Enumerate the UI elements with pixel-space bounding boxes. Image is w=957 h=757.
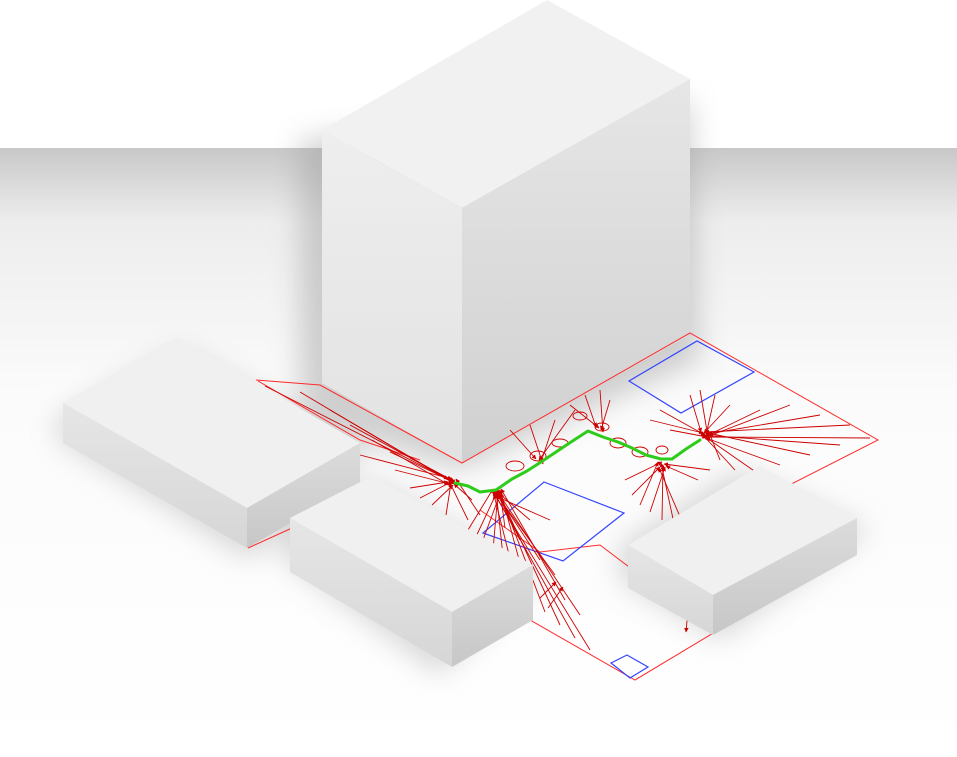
vector-arrow xyxy=(584,394,597,428)
vector-arrow xyxy=(701,433,736,471)
vector-arrow xyxy=(659,409,706,436)
block-right-side xyxy=(713,518,857,635)
vector-arrow xyxy=(539,581,557,599)
vector-arrow xyxy=(394,469,451,486)
vector-arrow xyxy=(496,488,561,626)
vector-arrow xyxy=(498,490,546,613)
vector-arrow xyxy=(540,419,556,463)
vector-arrow xyxy=(639,461,659,506)
building-block-center xyxy=(290,476,533,667)
vector-arrow xyxy=(445,482,453,516)
vector-arrow xyxy=(467,488,494,531)
building-tower xyxy=(322,0,690,463)
tower-right-face xyxy=(462,79,690,463)
vector-arrow xyxy=(704,424,851,435)
vector-arrow xyxy=(704,394,716,436)
block-right-front xyxy=(628,545,713,635)
vector-arrow xyxy=(359,454,453,481)
vector-arrow xyxy=(389,451,457,484)
block-center-side xyxy=(452,565,533,667)
vector-arrow xyxy=(448,480,469,521)
vector-arrow xyxy=(494,489,531,521)
vector-arrow xyxy=(708,431,721,461)
tower-left-face xyxy=(322,130,462,463)
vector-arrow xyxy=(431,484,454,506)
building-block-right xyxy=(628,466,857,635)
vector-arrow xyxy=(497,494,521,541)
vector-arrow xyxy=(264,385,449,480)
building-block-left xyxy=(63,337,360,548)
vector-arrow xyxy=(493,490,556,576)
vector-field-arrows xyxy=(264,385,871,651)
block-left-side xyxy=(247,443,360,548)
vector-arrow xyxy=(492,494,551,521)
vector-arrow xyxy=(707,431,811,456)
vector-arrow xyxy=(669,429,708,439)
vector-arrow xyxy=(703,404,731,434)
vector-arrow xyxy=(371,439,450,486)
zone-bottom xyxy=(609,654,650,679)
zone-top-right xyxy=(627,340,756,414)
vector-arrow xyxy=(665,465,699,481)
block-left-top xyxy=(63,337,360,508)
vector-arrow xyxy=(569,404,600,429)
vector-arrow xyxy=(705,437,781,466)
route-path xyxy=(453,429,702,494)
block-center-front xyxy=(290,518,452,667)
vector-arrow xyxy=(689,394,703,433)
vector-arrow xyxy=(509,429,537,460)
tower-top-face xyxy=(322,0,690,208)
vector-arrow xyxy=(660,464,666,521)
vector-arrow xyxy=(600,399,611,431)
zones xyxy=(481,340,756,679)
vector-arrow xyxy=(409,480,449,489)
block-center-top xyxy=(290,476,533,612)
vector-arrow xyxy=(453,483,473,501)
vector-arrow xyxy=(498,493,581,616)
vector-arrow xyxy=(494,493,576,639)
zone-center xyxy=(481,481,626,562)
vector-arrow xyxy=(624,461,663,481)
block-left-front xyxy=(63,403,247,548)
vector-arrow xyxy=(663,462,711,471)
vector-arrow xyxy=(631,466,661,496)
block-right-top xyxy=(628,466,857,595)
vector-arrow xyxy=(659,462,676,529)
vector-arrow xyxy=(538,409,576,461)
vector-arrow xyxy=(649,419,704,435)
vector-arrow xyxy=(547,586,564,609)
